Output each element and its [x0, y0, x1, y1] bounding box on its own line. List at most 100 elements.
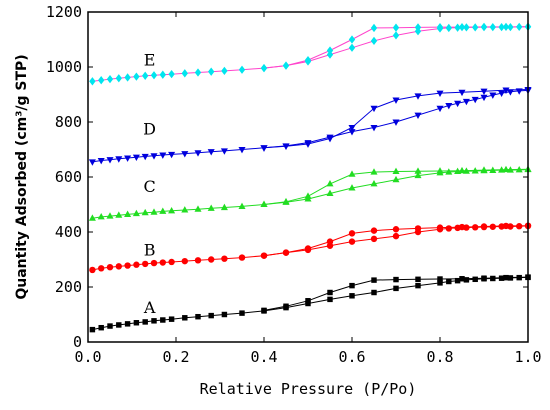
series-b-point: [208, 256, 215, 263]
series-c-point: [88, 214, 96, 221]
series-a-point: [516, 274, 522, 281]
series-e-point: [106, 74, 114, 84]
series-a-point: [446, 278, 452, 285]
series-a-point: [305, 300, 311, 307]
series-b-point: [458, 223, 466, 231]
series-c-point: [445, 168, 453, 175]
series-b-point: [194, 257, 202, 264]
series-a-point: [107, 323, 113, 329]
series-e-adsorption-line: [92, 26, 528, 82]
series-b-point: [370, 235, 378, 243]
series-a-point: [283, 303, 289, 309]
series-e-point: [458, 22, 466, 32]
series-b-point: [480, 223, 488, 230]
series-a-point: [463, 277, 470, 283]
x-tick-label: 0.6: [338, 348, 365, 366]
series-d-point: [348, 129, 356, 136]
series-d: D: [88, 86, 532, 166]
y-tick-label: 600: [55, 168, 82, 186]
series-e-point: [115, 74, 122, 83]
y-tick-label: 0: [73, 333, 82, 351]
series-e-point: [502, 22, 510, 32]
series-b-adsorption-line: [92, 225, 529, 271]
series-c-point: [168, 206, 176, 214]
series-d-point: [506, 89, 514, 96]
series-e-point: [238, 65, 246, 74]
series-b-point: [142, 260, 149, 268]
series-a-point: [415, 282, 421, 289]
x-tick-label: 0.0: [74, 348, 101, 366]
series-b-point: [326, 238, 334, 245]
series-d-point: [458, 89, 466, 97]
series-c-point: [348, 170, 356, 177]
x-tick-label: 0.2: [162, 348, 189, 366]
series-a-adsorption-line: [92, 276, 529, 331]
series-e-point: [507, 22, 514, 32]
series-e-point: [516, 22, 523, 32]
series-a-point: [221, 311, 228, 318]
series-a-point: [437, 280, 443, 286]
series-c-point: [132, 209, 140, 217]
series-a-point: [371, 277, 377, 283]
y-axis-title: Quantity Adsorbed (cm³/g STP): [14, 54, 30, 299]
series-b-point: [238, 254, 246, 261]
series-d-point: [194, 150, 202, 157]
series-a-point: [503, 274, 509, 281]
series-c-point: [220, 203, 228, 211]
series-e-point: [370, 36, 378, 46]
series-d-point: [88, 159, 96, 166]
series-d-point: [168, 151, 176, 159]
series-b-point: [392, 226, 400, 233]
series-e-point: [133, 72, 140, 81]
series-a-point: [142, 319, 148, 325]
series-c-point: [141, 208, 149, 216]
series-a-point: [160, 317, 166, 323]
series-a-point: [415, 276, 421, 283]
series-a-point: [208, 312, 214, 319]
series-d-point: [454, 100, 462, 108]
series-a-point: [168, 316, 175, 322]
series-a-point: [261, 307, 267, 314]
series-d-point: [238, 146, 246, 154]
series-a-point: [327, 289, 333, 296]
series-b-point: [392, 232, 400, 240]
series-d-adsorption-line: [92, 89, 529, 163]
series-a-point: [454, 277, 461, 284]
series-d-point: [260, 145, 268, 152]
series-d-point: [207, 149, 215, 156]
series-d-point: [97, 157, 105, 165]
series-d-point: [348, 124, 356, 132]
series-a-point: [459, 276, 465, 282]
series-b-point: [502, 222, 510, 230]
series-b-point: [516, 223, 523, 230]
series-c-point: [159, 207, 167, 214]
series-a: A: [89, 274, 531, 333]
x-tick-label: 1.0: [514, 348, 541, 366]
series-e-point: [480, 22, 488, 32]
series-e-point: [221, 66, 228, 76]
series-d-point: [326, 135, 334, 143]
series-c-point: [370, 180, 378, 187]
y-tick-label: 1000: [46, 58, 82, 76]
series-e-point: [142, 71, 149, 80]
series-d-point: [282, 143, 290, 151]
series-d-point: [489, 92, 497, 99]
series-e-point: [150, 71, 158, 80]
series-d-point: [462, 98, 470, 106]
series-b-point: [445, 225, 452, 232]
series-a-point: [507, 275, 514, 281]
series-e-point: [181, 69, 188, 78]
series-c-point: [150, 208, 158, 215]
series-d-point: [220, 148, 228, 155]
series-b-point: [168, 258, 175, 266]
series-c-point: [115, 211, 123, 218]
series-a-point: [195, 313, 201, 320]
series-c-point: [260, 200, 268, 208]
series-d-point: [502, 87, 510, 94]
series-a-point: [437, 276, 443, 282]
series-d-point: [480, 88, 488, 96]
series-b: B: [89, 222, 532, 274]
series-c-point: [489, 166, 497, 173]
series-b-point: [472, 224, 479, 231]
